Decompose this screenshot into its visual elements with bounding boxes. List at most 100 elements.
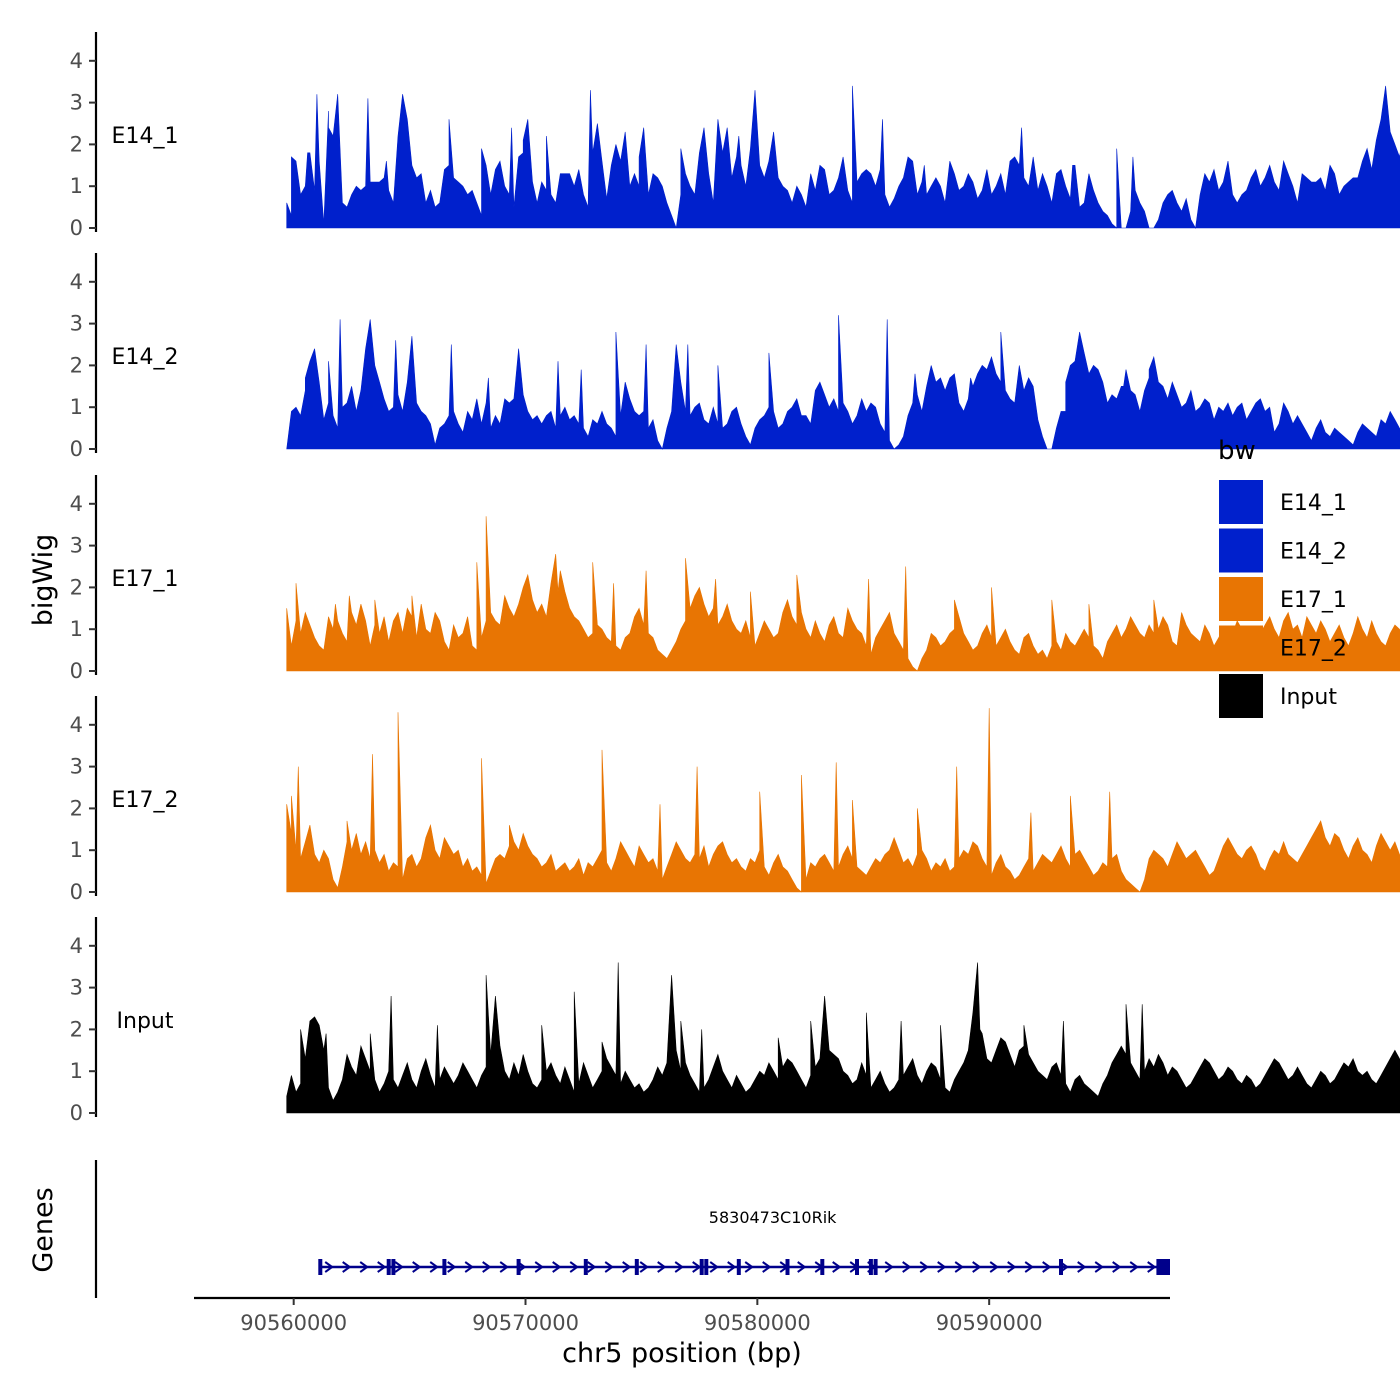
strand-arrow bbox=[937, 1261, 947, 1273]
x-axis: 90560000 90570000 90580000 90590000 bbox=[194, 1296, 1170, 1335]
y-tick-label: 4 bbox=[70, 270, 83, 294]
legend-item-e14-1: E14_1 bbox=[1219, 480, 1347, 524]
y-axis-title: bigWig bbox=[28, 534, 59, 627]
panel-e17-1: 0 1 2 3 4 E17_1 bbox=[70, 475, 1400, 683]
exon bbox=[516, 1259, 521, 1275]
legend-item-input: Input bbox=[1219, 674, 1337, 718]
strand-arrow bbox=[709, 1261, 719, 1273]
signal-panels: 0 1 2 3 4 E14_1 0 1 2 3 4 E14_2 0 1 2 3 4 E17_1 0 1 2 3 4 E17_2… bbox=[70, 32, 1400, 1125]
x-tick-label: 90560000 bbox=[240, 1311, 347, 1335]
legend-label: Input bbox=[1280, 685, 1337, 710]
exon bbox=[785, 1259, 790, 1275]
legend-label: E14_2 bbox=[1280, 540, 1347, 565]
y-tick-label: 0 bbox=[70, 216, 83, 240]
y-tick-label: 2 bbox=[70, 1017, 83, 1041]
y-tick-label: 3 bbox=[70, 91, 83, 115]
panel-input: 0 1 2 3 4 Input bbox=[70, 917, 1400, 1125]
track-label: E14_2 bbox=[112, 345, 179, 370]
exon bbox=[736, 1259, 741, 1275]
exon bbox=[583, 1259, 588, 1275]
strand-arrow bbox=[482, 1261, 492, 1273]
strand-arrow bbox=[639, 1261, 649, 1273]
legend-item-e17-1: E17_1 bbox=[1219, 577, 1347, 621]
strand-arrow bbox=[1147, 1261, 1157, 1273]
y-tick-label: 4 bbox=[70, 492, 83, 516]
y-tick-label: 0 bbox=[70, 880, 83, 904]
strand-arrow bbox=[377, 1261, 387, 1273]
y-tick-label: 0 bbox=[70, 659, 83, 683]
signal-area-e14-1 bbox=[286, 85, 1400, 229]
y-tick-label: 0 bbox=[70, 437, 83, 461]
strand-arrow bbox=[464, 1261, 474, 1273]
strand-arrow bbox=[1007, 1261, 1017, 1273]
strand-arrow bbox=[1024, 1261, 1034, 1273]
legend-swatch bbox=[1219, 625, 1263, 670]
legend-label: E17_1 bbox=[1280, 588, 1347, 613]
strand-arrow bbox=[797, 1261, 807, 1273]
signal-area-e14-2 bbox=[286, 315, 1400, 450]
y-tick-label: 4 bbox=[70, 49, 83, 73]
panel-e14-2: 0 1 2 3 4 E14_2 bbox=[70, 253, 1400, 461]
strand-arrow bbox=[727, 1261, 737, 1273]
legend: bw E14_1 E14_2 E17_1 E17_2 Input bbox=[1218, 436, 1347, 718]
x-axis-title: chr5 position (bp) bbox=[562, 1338, 802, 1369]
strand-arrow bbox=[972, 1261, 982, 1273]
y-tick-label: 4 bbox=[70, 934, 83, 958]
panel-e17-2: 0 1 2 3 4 E17_2 bbox=[70, 696, 1400, 904]
exon bbox=[391, 1259, 396, 1275]
track-label: Input bbox=[117, 1009, 174, 1034]
genes-axis-title: Genes bbox=[28, 1187, 59, 1272]
y-tick-label: 2 bbox=[70, 796, 83, 820]
y-tick-label: 2 bbox=[70, 132, 83, 156]
gene-name-label: 5830473C10Rik bbox=[709, 1208, 837, 1227]
strand-arrow bbox=[1094, 1261, 1104, 1273]
track-label: E14_1 bbox=[112, 124, 179, 149]
y-tick-label: 1 bbox=[70, 838, 83, 862]
strand-arrow bbox=[394, 1261, 404, 1273]
strand-arrow bbox=[604, 1261, 614, 1273]
y-tick-label: 0 bbox=[70, 1101, 83, 1125]
strand-arrow bbox=[1129, 1261, 1139, 1273]
strand-arrow bbox=[762, 1261, 772, 1273]
x-tick-label: 90590000 bbox=[936, 1311, 1043, 1335]
exon bbox=[855, 1259, 859, 1275]
strand-arrow bbox=[1077, 1261, 1087, 1273]
y-tick-label: 1 bbox=[70, 617, 83, 641]
exon bbox=[820, 1259, 825, 1275]
strand-arrow bbox=[954, 1261, 964, 1273]
y-tick-label: 2 bbox=[70, 575, 83, 599]
y-tick-label: 1 bbox=[70, 1059, 83, 1083]
strand-arrow bbox=[429, 1261, 439, 1273]
exon bbox=[318, 1259, 323, 1275]
x-tick-label: 90580000 bbox=[704, 1311, 811, 1335]
exon bbox=[699, 1259, 704, 1275]
legend-label: E17_2 bbox=[1280, 637, 1347, 662]
strand-arrow bbox=[552, 1261, 562, 1273]
legend-swatch bbox=[1219, 480, 1263, 524]
signal-area-e17-2 bbox=[286, 708, 1400, 893]
strand-arrow bbox=[622, 1261, 632, 1273]
strand-arrow bbox=[324, 1261, 334, 1273]
strand-arrow bbox=[412, 1261, 422, 1273]
legend-swatch bbox=[1219, 577, 1263, 621]
gene-model: 5830473C10Rik bbox=[318, 1208, 1170, 1275]
y-tick-label: 1 bbox=[70, 174, 83, 198]
panel-e14-1: 0 1 2 3 4 E14_1 bbox=[70, 32, 1400, 240]
strand-arrow bbox=[919, 1261, 929, 1273]
y-tick-label: 3 bbox=[70, 312, 83, 336]
exon bbox=[1158, 1259, 1170, 1275]
exon bbox=[704, 1259, 709, 1275]
y-tick-label: 3 bbox=[70, 534, 83, 558]
exon bbox=[442, 1259, 447, 1275]
signal-area-input bbox=[286, 962, 1400, 1114]
legend-item-e14-2: E14_2 bbox=[1219, 528, 1347, 573]
legend-swatch bbox=[1219, 528, 1263, 573]
strand-arrow bbox=[587, 1261, 597, 1273]
strand-arrow bbox=[674, 1261, 684, 1273]
exon bbox=[386, 1259, 391, 1275]
genes-panel: 5830473C10Rik bbox=[94, 1160, 1170, 1298]
exon bbox=[634, 1259, 639, 1275]
signal-area-e17-1 bbox=[286, 516, 1400, 672]
exon bbox=[1059, 1259, 1063, 1275]
strand-arrow bbox=[447, 1261, 457, 1273]
